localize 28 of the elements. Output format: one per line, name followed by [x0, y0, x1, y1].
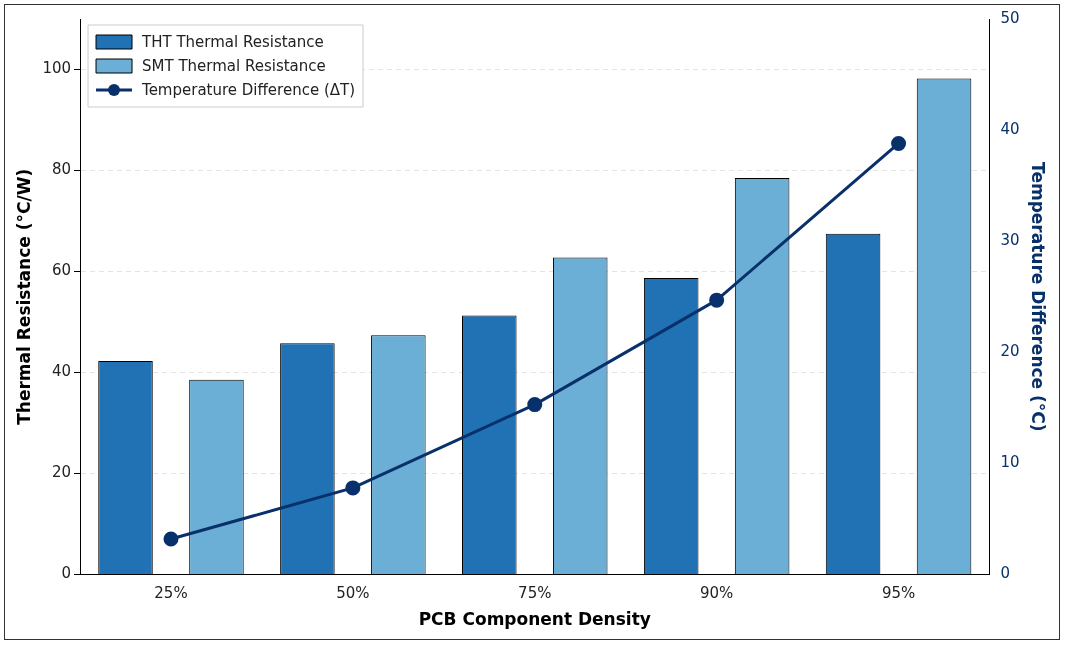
x-tick-label: 75%	[518, 584, 552, 603]
x-tick-label: 95%	[881, 584, 916, 603]
legend-label: Temperature Difference (ΔT)	[141, 80, 356, 99]
y2-tick-label: 20	[1000, 342, 1020, 361]
point	[709, 292, 725, 308]
y-tick-label: 40	[51, 362, 72, 381]
y-tick-label: 100	[42, 59, 72, 78]
y-axis-title: Thermal Resistance (°C/W)	[13, 168, 34, 425]
x-tick-label: 50%	[336, 584, 370, 603]
x-tick-label: 25%	[154, 584, 188, 603]
y2-tick-label: 30	[1000, 231, 1020, 250]
y2-tick-label: 50	[1000, 8, 1020, 27]
legend-label: THT Thermal Resistance	[141, 32, 324, 51]
y2-tick-label: 40	[1000, 120, 1020, 139]
x-tick-label: 90%	[700, 584, 734, 603]
point	[163, 531, 179, 547]
y-tick-label: 80	[51, 160, 72, 179]
point	[345, 480, 361, 496]
y2-tick-label: 10	[1000, 453, 1020, 472]
y2-axis-title: Temperature Difference (°C)	[1028, 162, 1049, 432]
y2-tick-label: 0	[1000, 564, 1011, 583]
legend-label: SMT Thermal Resistance	[142, 56, 326, 75]
y-tick-label: 0	[61, 564, 72, 583]
point	[891, 135, 907, 151]
y-tick-label: 60	[51, 261, 72, 280]
point	[527, 397, 543, 413]
y-tick-label: 20	[51, 463, 72, 482]
x-axis-title: PCB Component Density	[418, 609, 651, 630]
